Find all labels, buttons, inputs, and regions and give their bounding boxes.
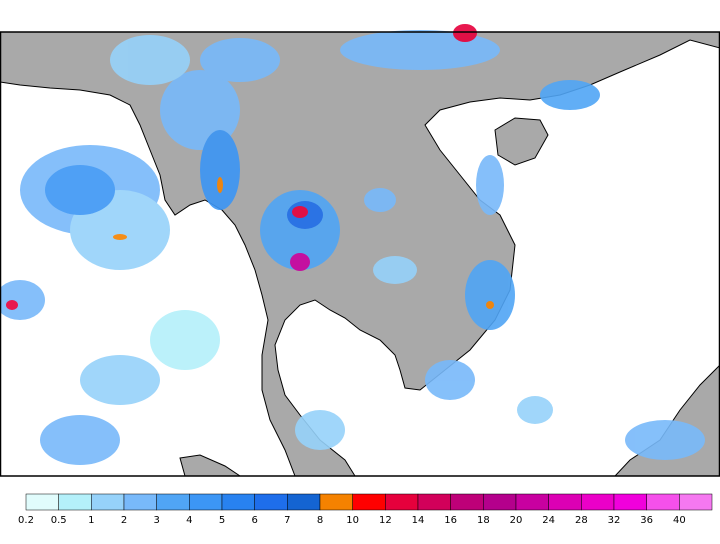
- colorbar-label: 1: [88, 515, 94, 526]
- colorbar-label: 14: [412, 515, 425, 526]
- colorbar-swatch: [352, 493, 386, 511]
- colorbar-label: 28: [575, 515, 588, 526]
- rain-area: [625, 420, 705, 460]
- rain-area: [40, 415, 120, 465]
- colorbar-label: 0.2: [18, 515, 34, 526]
- rain-area: [150, 310, 220, 370]
- colorbar-label: 5: [219, 515, 225, 526]
- rain-area: [80, 355, 160, 405]
- rain-area: [200, 38, 280, 82]
- colorbar-swatch: [254, 493, 288, 511]
- rain-area: [110, 35, 190, 85]
- colorbar-label: 3: [153, 515, 159, 526]
- colorbar-label: 40: [673, 515, 686, 526]
- rain-area: [517, 396, 553, 424]
- colorbar-label: 36: [640, 515, 653, 526]
- colorbar-label: 8: [317, 515, 323, 526]
- colorbar-swatch: [483, 493, 517, 511]
- colorbar-swatch: [646, 493, 680, 511]
- colorbar-label: 24: [542, 515, 555, 526]
- rain-area: [295, 410, 345, 450]
- rain-area: [200, 130, 240, 210]
- colorbar-label: 6: [251, 515, 257, 526]
- rain-area: [476, 155, 504, 215]
- colorbar-swatch: [417, 493, 451, 511]
- colorbar-swatch: [319, 493, 353, 511]
- colorbar-label: 20: [510, 515, 523, 526]
- colorbar-swatch: [58, 493, 92, 511]
- colorbar-swatch: [613, 493, 647, 511]
- rain-area: [45, 165, 115, 215]
- colorbar-swatch: [221, 493, 255, 511]
- rain-area: [292, 206, 308, 218]
- colorbar: 0.2 0.5 1 2 3 4 5 6 7 8 10 12 14 16 18 20 24 28 32 36 40: [18, 493, 713, 526]
- rain-area: [486, 301, 494, 309]
- rain-area: [6, 300, 18, 310]
- colorbar-label: 10: [346, 515, 359, 526]
- rain-area: [113, 234, 127, 240]
- precipitation: [0, 24, 705, 465]
- colorbar-swatch: [385, 493, 419, 511]
- land-sumatra: [179, 454, 242, 477]
- colorbar-label: 18: [477, 515, 490, 526]
- rain-area: [453, 24, 477, 42]
- colorbar-label: 0.5: [51, 515, 67, 526]
- colorbar-label: 2: [121, 515, 127, 526]
- colorbar-label: 32: [608, 515, 621, 526]
- colorbar-label: 16: [444, 515, 457, 526]
- rain-area: [465, 260, 515, 330]
- colorbar-swatch: [450, 493, 484, 511]
- rain-area: [0, 280, 45, 320]
- colorbar-swatch: [25, 493, 59, 511]
- colorbar-label: 4: [186, 515, 192, 526]
- land-hainan: [494, 117, 549, 166]
- map: [0, 24, 720, 477]
- rain-area: [364, 188, 396, 212]
- colorbar-swatch: [581, 493, 615, 511]
- rain-area: [540, 80, 600, 110]
- colorbar-swatch: [679, 493, 713, 511]
- colorbar-label: 7: [284, 515, 290, 526]
- rain-area: [290, 253, 310, 271]
- colorbar-swatch: [515, 493, 549, 511]
- rain-area: [217, 177, 223, 193]
- colorbar-swatch: [287, 493, 321, 511]
- colorbar-swatch: [189, 493, 223, 511]
- colorbar-swatch: [156, 493, 190, 511]
- colorbar-label: 12: [379, 515, 392, 526]
- rain-area: [373, 256, 417, 284]
- colorbar-swatch: [91, 493, 125, 511]
- rain-area: [425, 360, 475, 400]
- colorbar-swatch: [123, 493, 157, 511]
- colorbar-swatch: [548, 493, 582, 511]
